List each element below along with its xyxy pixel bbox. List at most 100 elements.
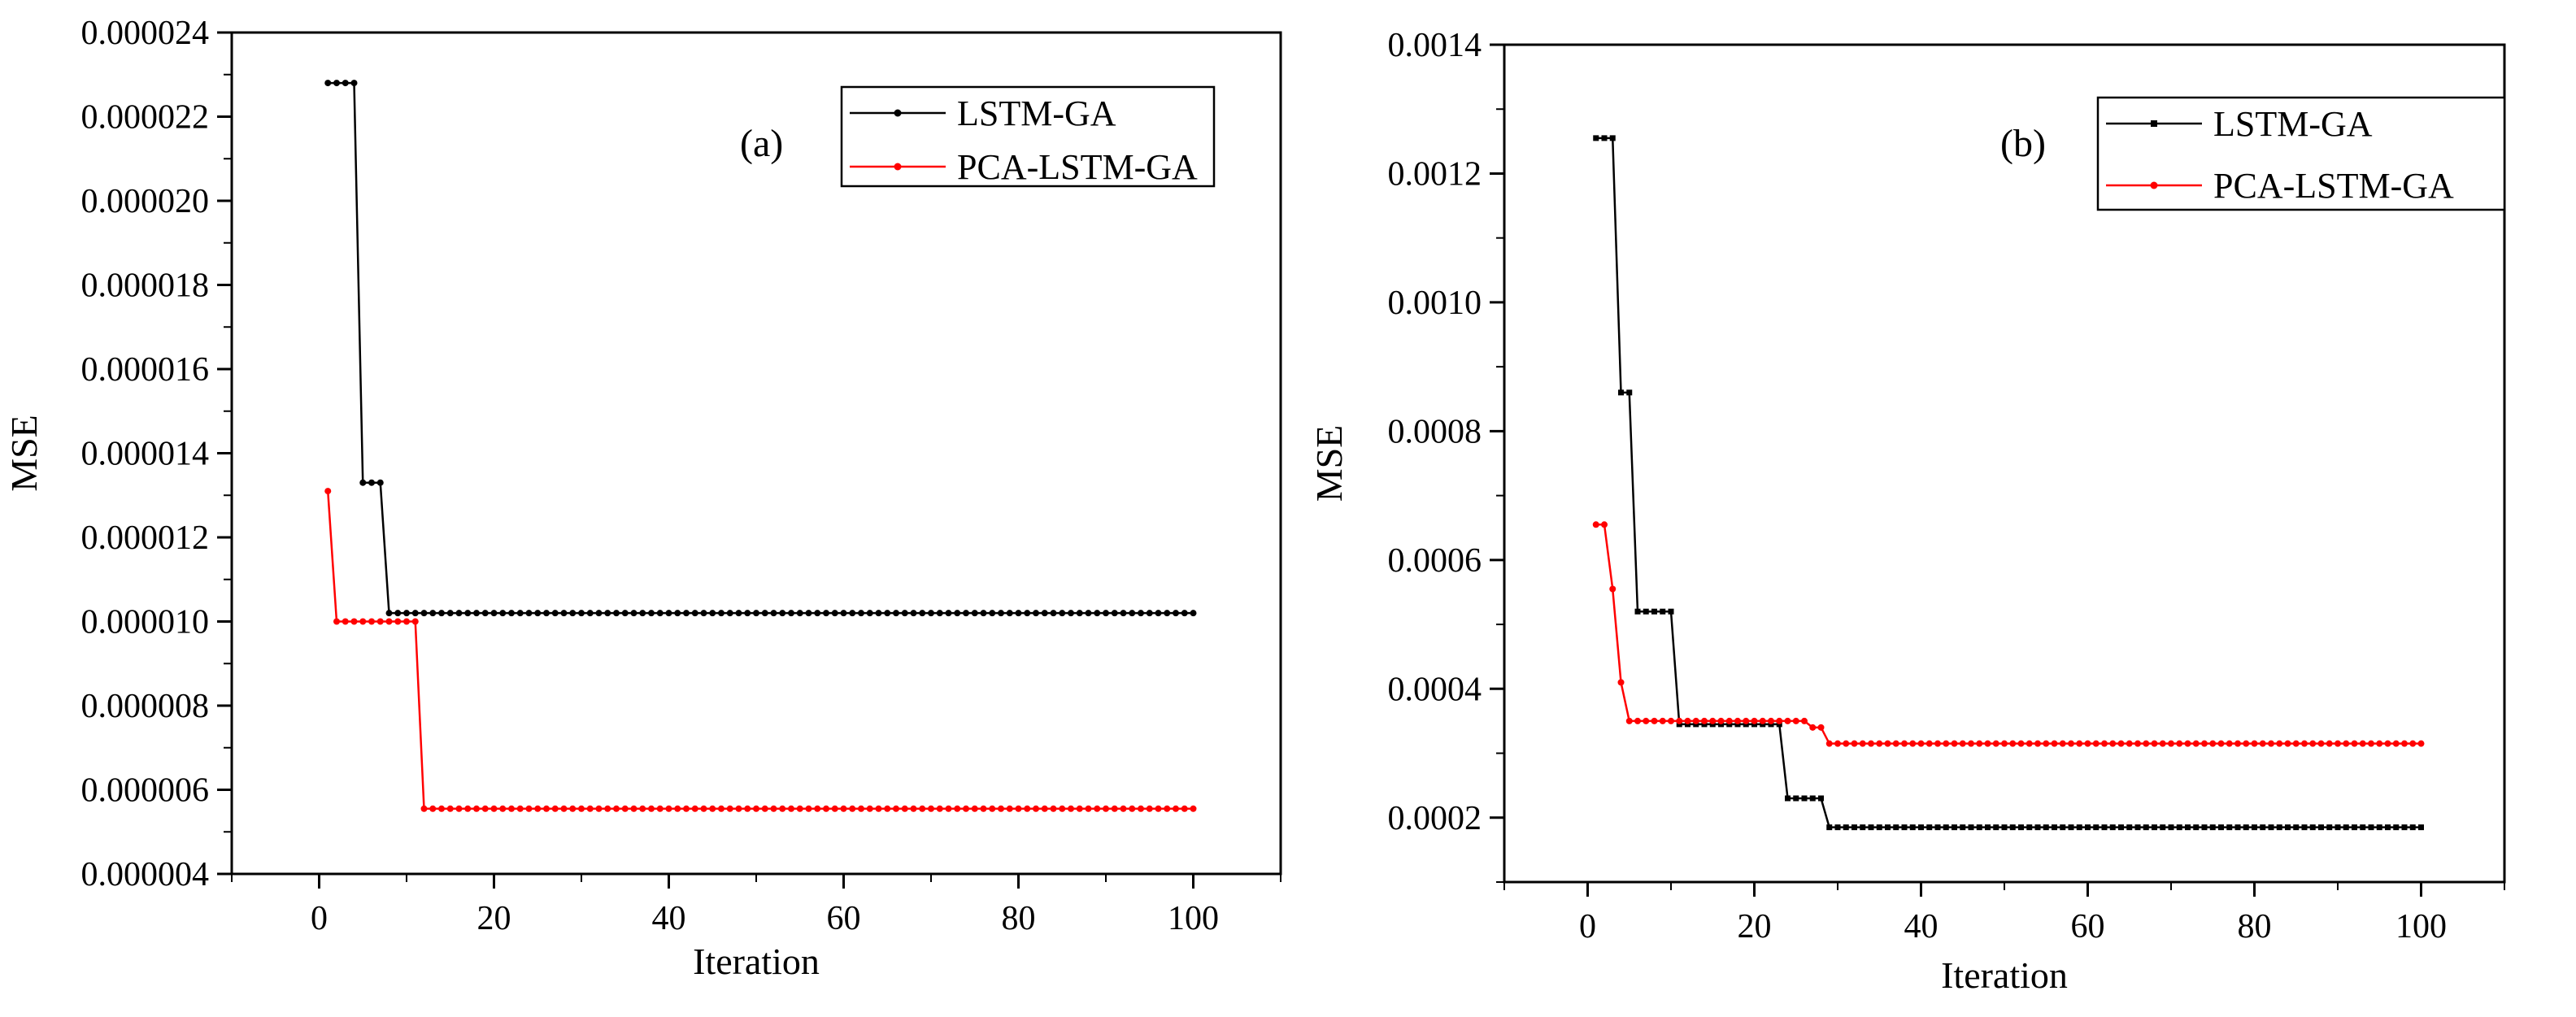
data-point — [491, 806, 498, 812]
data-point — [569, 806, 576, 812]
y-tick-label: 0.0012 — [1388, 155, 1482, 193]
data-point — [473, 610, 480, 616]
data-point — [718, 610, 724, 616]
data-point — [543, 610, 550, 616]
data-point — [1910, 824, 1916, 830]
data-point — [1016, 610, 1022, 616]
data-point — [779, 806, 785, 812]
data-point — [2276, 741, 2282, 747]
data-point — [2377, 824, 2382, 830]
data-point — [2243, 824, 2249, 830]
data-point — [2310, 824, 2316, 830]
data-point — [1668, 718, 1674, 724]
data-point — [1007, 806, 1013, 812]
data-point — [1618, 679, 1625, 685]
data-point — [727, 610, 733, 616]
data-point — [2143, 741, 2149, 747]
data-point — [1877, 824, 1882, 830]
data-point — [1793, 796, 1799, 802]
data-point — [1593, 521, 1599, 528]
data-point — [876, 806, 882, 812]
data-point — [412, 610, 419, 616]
data-point — [1635, 609, 1641, 615]
data-point — [1190, 806, 1197, 812]
data-point — [2152, 741, 2158, 747]
data-point — [2301, 741, 2308, 747]
data-point — [394, 610, 401, 616]
data-point — [814, 806, 820, 812]
data-point — [1826, 741, 1833, 747]
data-point — [1593, 135, 1599, 141]
data-point — [1935, 824, 1941, 830]
data-point — [1059, 610, 1065, 616]
data-point — [1818, 796, 1824, 802]
data-point — [1059, 806, 1065, 812]
data-point — [368, 480, 375, 486]
data-point — [587, 610, 594, 616]
x-tick-label: 0 — [311, 900, 328, 937]
data-point — [421, 806, 428, 812]
data-point — [841, 806, 847, 812]
data-point — [2393, 824, 2399, 830]
data-point — [1103, 806, 1109, 812]
data-point — [1138, 610, 1144, 616]
data-point — [631, 806, 637, 812]
data-point — [867, 806, 873, 812]
data-point — [1129, 610, 1135, 616]
data-point — [1843, 824, 1849, 830]
data-point — [674, 806, 681, 812]
data-point — [946, 806, 952, 812]
data-point — [1826, 824, 1832, 830]
data-point — [1068, 610, 1074, 616]
data-point — [2102, 824, 2108, 830]
data-point — [2210, 824, 2216, 830]
data-point — [368, 619, 375, 625]
data-point — [1760, 718, 1766, 724]
data-point — [1718, 718, 1725, 724]
panel-label: (a) — [740, 122, 783, 165]
data-point — [797, 806, 803, 812]
data-point — [2168, 741, 2174, 747]
data-point — [377, 480, 384, 486]
data-point — [1909, 741, 1916, 747]
data-point — [517, 610, 524, 616]
data-point — [1147, 610, 1153, 616]
y-tick-label: 0.0004 — [1388, 671, 1482, 708]
y-tick-label: 0.0014 — [1388, 27, 1482, 64]
data-point — [412, 619, 419, 625]
data-point — [858, 806, 864, 812]
data-point — [342, 619, 349, 625]
data-point — [1601, 521, 1608, 528]
data-point — [1181, 806, 1188, 812]
data-point — [1094, 610, 1100, 616]
data-point — [954, 806, 960, 812]
data-point — [1077, 806, 1083, 812]
data-point — [2085, 741, 2091, 747]
data-point — [2069, 824, 2074, 830]
data-point — [989, 610, 995, 616]
data-point — [578, 806, 585, 812]
data-point — [2010, 824, 2016, 830]
data-point — [482, 610, 489, 616]
data-point — [1033, 806, 1039, 812]
data-point — [1120, 806, 1127, 812]
data-point — [736, 806, 742, 812]
data-point — [1801, 718, 1808, 724]
data-point — [2318, 741, 2325, 747]
data-point — [552, 610, 559, 616]
data-point — [1693, 718, 1699, 724]
data-point — [324, 80, 331, 86]
x-tick-label: 80 — [2238, 908, 2272, 945]
y-tick-label: 0.0010 — [1388, 285, 1482, 322]
data-point — [1943, 741, 1949, 747]
data-point — [1793, 718, 1799, 724]
data-point — [2260, 824, 2265, 830]
data-point — [2160, 741, 2166, 747]
data-point — [867, 610, 873, 616]
data-point — [2234, 741, 2241, 747]
data-point — [2226, 824, 2232, 830]
data-point — [639, 806, 646, 812]
data-point — [2368, 741, 2374, 747]
data-point — [1852, 824, 1857, 830]
data-point — [2285, 741, 2291, 747]
